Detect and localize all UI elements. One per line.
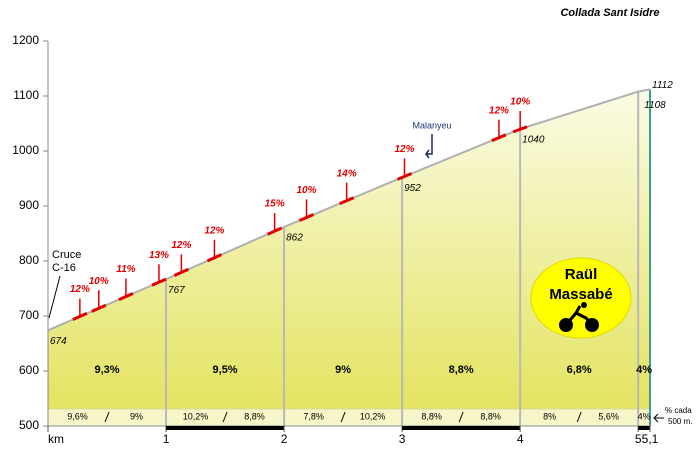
icon xyxy=(564,305,594,326)
y-tick-label: 500 xyxy=(19,418,39,432)
separator xyxy=(458,411,464,423)
x-tick-label: 3 xyxy=(399,432,406,446)
ramp-label: 11% xyxy=(116,264,135,275)
y-tick-label: 1000 xyxy=(12,143,39,157)
pointer xyxy=(653,413,664,423)
plot: 500 600 700 800 900 1000 1100 1200 km 1 2 3 4 5 5,1 9,3… xyxy=(12,33,673,446)
annotation: C-16 xyxy=(52,262,76,274)
ramp-label: 14% xyxy=(337,168,357,179)
elevation-label: 952 xyxy=(404,183,421,194)
km-gradient: 9,3% xyxy=(94,364,119,376)
ramp-label: 10% xyxy=(510,97,530,108)
separator xyxy=(222,411,228,423)
y-tick-label: 600 xyxy=(19,363,39,377)
y-tick-label: 900 xyxy=(19,198,39,212)
annotation: Cruce xyxy=(52,249,81,261)
y-tick-label: 1100 xyxy=(13,88,39,102)
separator xyxy=(576,411,582,423)
km-gradient: 4% xyxy=(636,364,652,376)
half-km-gradient: 4% xyxy=(638,411,651,421)
elevation-label: 862 xyxy=(286,233,303,244)
half-km-gradient: 10,2% xyxy=(360,411,386,421)
x-tick-label: 2 xyxy=(281,432,288,446)
chart-title: Collada Sant Isidre xyxy=(560,7,659,19)
logo-text: Massabé xyxy=(549,286,612,303)
half-km-gradient: 9% xyxy=(130,411,143,421)
km-gradient: 9% xyxy=(335,364,351,376)
elevation-label: 767 xyxy=(168,285,185,296)
km-bar xyxy=(402,426,521,430)
km-gradient: 9,5% xyxy=(213,364,238,376)
logo: Raül Massabé xyxy=(530,257,632,339)
ramp xyxy=(512,125,528,134)
half-km-gradient: 8,8% xyxy=(421,411,442,421)
half-km-gradient: 8% xyxy=(543,411,556,421)
half-km-gradient: 8,8% xyxy=(244,411,265,421)
half-km-gradient: 9,6% xyxy=(67,411,88,421)
ramp-label: 15% xyxy=(265,199,285,210)
ramp-label: 12% xyxy=(204,225,224,236)
icon xyxy=(581,302,587,308)
separator xyxy=(340,411,346,423)
half-km-gradient: 10,2% xyxy=(183,411,209,421)
logo-text: Raül xyxy=(565,266,598,283)
ramp xyxy=(339,196,355,206)
half-km-gradient: 7,8% xyxy=(303,411,324,421)
ramp-label: 12% xyxy=(489,105,509,116)
elevation-label: 674 xyxy=(50,336,67,347)
elevation-label: 1040 xyxy=(522,135,545,146)
ramp-label: 12% xyxy=(171,240,191,251)
km-bar xyxy=(166,426,285,430)
elevation-label: 1112 xyxy=(652,80,673,91)
x-tick-label: 1 xyxy=(163,432,170,446)
pointer xyxy=(425,134,433,159)
y-tick-label: 1200 xyxy=(12,33,39,47)
half-km-gradient: 5,6% xyxy=(598,411,619,421)
x-tick-label: 5,1 xyxy=(642,432,659,446)
note: % cada xyxy=(665,406,692,415)
x-tick-label: km xyxy=(48,432,64,446)
y-tick-label: 800 xyxy=(19,253,39,267)
x-tick-label: 5 xyxy=(635,432,642,446)
ramp-label: 12% xyxy=(70,284,90,295)
ramp-label: 13% xyxy=(149,250,169,261)
band xyxy=(48,409,650,426)
km-gradient: 8,8% xyxy=(449,364,474,376)
km-gradient: 6,8% xyxy=(567,364,592,376)
half-km-gradient: 8,8% xyxy=(480,411,501,421)
area xyxy=(48,89,650,427)
annotation: Malanyeu xyxy=(412,120,451,130)
elevation-label: 1108 xyxy=(644,100,666,111)
ramp-label: 12% xyxy=(394,144,414,155)
y-tick-label: 700 xyxy=(19,308,39,322)
logo-badge xyxy=(530,257,632,339)
separator xyxy=(104,411,110,423)
x-tick-label: 4 xyxy=(517,432,524,446)
ramp-label: 10% xyxy=(89,276,109,287)
note: 500 m. xyxy=(668,417,692,426)
km-bar xyxy=(638,426,650,430)
ramp-label: 10% xyxy=(296,185,316,196)
pointer xyxy=(48,275,61,319)
ramp xyxy=(396,172,413,181)
